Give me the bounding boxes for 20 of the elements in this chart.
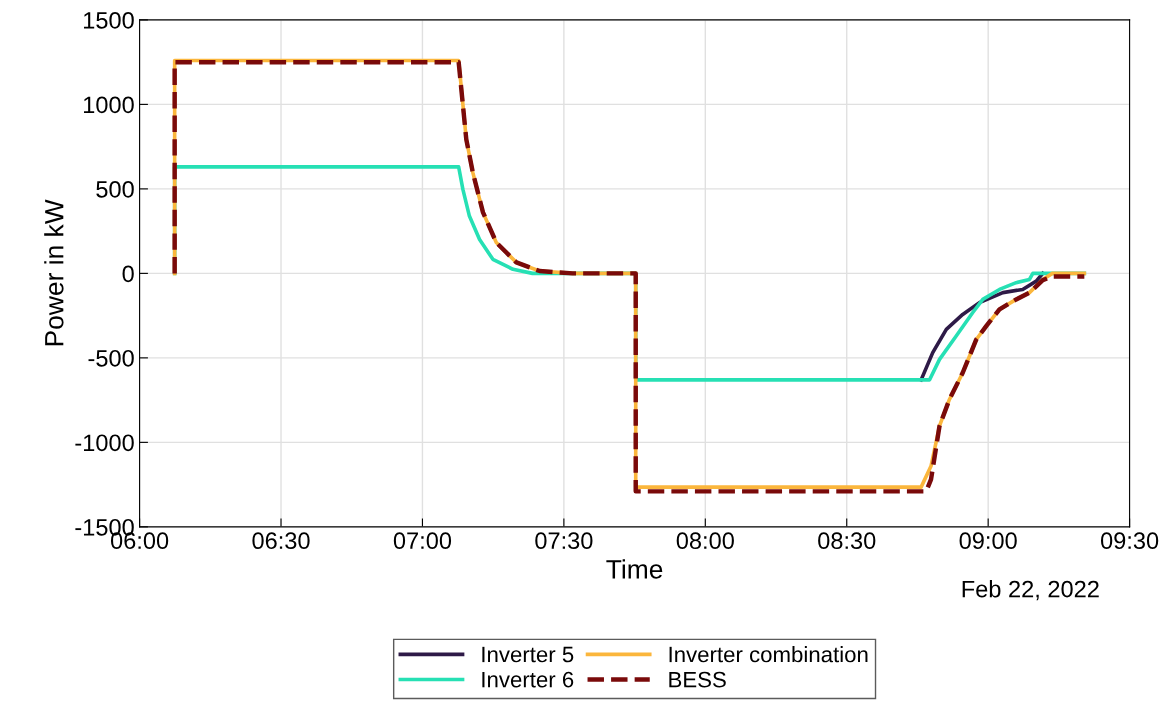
x-tick-label: 07:00 bbox=[393, 532, 452, 550]
x-tick-label: 08:30 bbox=[818, 532, 876, 550]
y-tick-label: -500 bbox=[88, 349, 134, 367]
y-tick-label: 0 bbox=[122, 265, 134, 283]
legend-label: Inverter combination bbox=[669, 646, 868, 663]
legend-label: BESS bbox=[669, 671, 726, 688]
y-tick-label: 1000 bbox=[84, 96, 134, 114]
x-axis-title: Time bbox=[606, 559, 663, 579]
text: Feb 22, 2022 bbox=[962, 580, 1099, 601]
x-tick-label: 06:30 bbox=[252, 532, 310, 550]
y-tick-label: 500 bbox=[96, 180, 134, 198]
y-tick-label: -1000 bbox=[75, 434, 134, 452]
x-tick-label: 09:00 bbox=[959, 532, 1017, 550]
x-tick-label: 07:30 bbox=[535, 532, 593, 550]
x-tick-label: 09:30 bbox=[1100, 532, 1159, 550]
x-tick-label: 08:00 bbox=[676, 532, 734, 550]
y-tick-label: 1500 bbox=[84, 11, 134, 29]
legend-label: Inverter 5 bbox=[482, 646, 574, 663]
legend-label: Inverter 6 bbox=[482, 671, 574, 688]
y-axis-title: Power in kW bbox=[44, 199, 64, 346]
